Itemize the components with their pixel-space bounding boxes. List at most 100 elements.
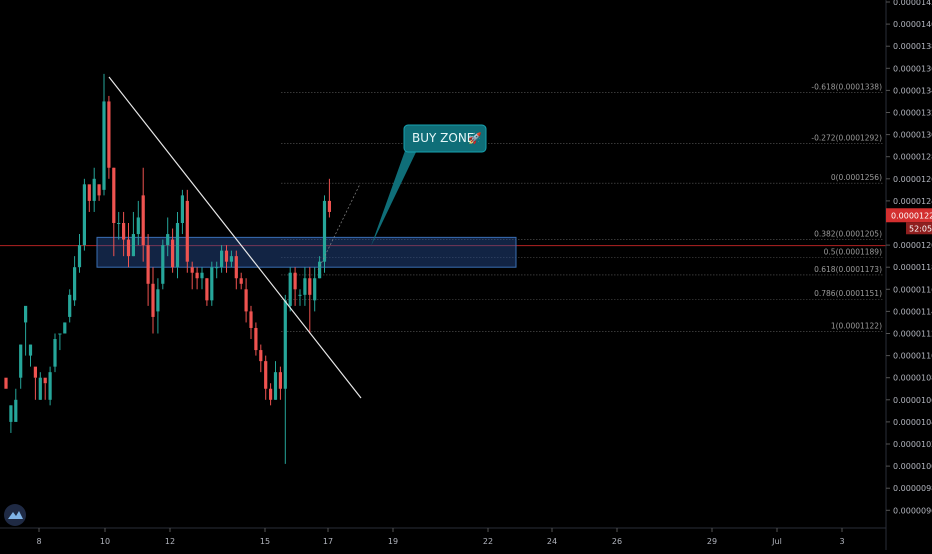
- annotation-layer[interactable]: BUY ZONE 🚀: [371, 124, 487, 246]
- candle-body: [92, 178, 96, 201]
- candle-body: [195, 272, 199, 279]
- fib-level-label: 0.786(0.0001151): [814, 289, 882, 298]
- current-price-label: 0.00001227: [891, 211, 932, 220]
- time-tick-label: 19: [388, 537, 398, 546]
- candle-body: [122, 223, 126, 240]
- fib-level-label: 1(0.0001122): [831, 321, 882, 330]
- price-tick-label: 0.00001180: [893, 263, 932, 272]
- price-tick-label: 0.00001140: [893, 307, 932, 316]
- candle-body: [283, 300, 287, 389]
- time-axis[interactable]: 8 10 12 15 17 19 22 24 26 29 Jul 3: [0, 527, 886, 546]
- candle-body: [180, 195, 184, 223]
- price-tick-label: 0.00001020: [893, 440, 932, 449]
- time-tick-label: 26: [612, 537, 622, 546]
- candle-body: [4, 377, 8, 389]
- time-tick-label: Jul: [771, 537, 782, 546]
- candle-body: [97, 184, 101, 196]
- candle-body: [68, 294, 72, 317]
- candle-body: [38, 377, 42, 400]
- countdown-label: 52:05: [909, 224, 932, 233]
- candle-body: [28, 344, 33, 356]
- candle-body: [166, 234, 170, 246]
- candle-body: [200, 272, 204, 279]
- time-tick-label: 10: [100, 537, 110, 546]
- buy-zone-layer: [96, 236, 517, 268]
- candle-body: [205, 278, 209, 301]
- candle-body: [24, 305, 28, 323]
- candle-body: [73, 267, 77, 301]
- candle-body: [107, 101, 111, 168]
- fib-level-label: -0.618(0.0001338): [811, 83, 882, 92]
- price-tick-label: 0.00001160: [893, 285, 932, 294]
- candle-body: [77, 245, 82, 268]
- candle-body: [82, 184, 86, 246]
- price-tick-label: 0.00001200: [893, 241, 932, 250]
- fib-level-label: 0(0.0001256): [831, 173, 882, 182]
- time-tick-label: 24: [547, 537, 557, 546]
- time-tick-label: 29: [707, 537, 717, 546]
- tradingview-logo[interactable]: [4, 504, 26, 526]
- candle-body: [264, 361, 268, 389]
- price-tick-label: 0.00001420: [893, 0, 932, 7]
- candle-body: [229, 256, 233, 262]
- candle-body: [19, 344, 23, 378]
- fib-level-label: 0.618(0.0001173): [814, 265, 882, 274]
- candle-body: [63, 322, 67, 334]
- price-axis[interactable]: 0.00001420 0.00001400 0.00001380 0.00001360…: [885, 0, 932, 550]
- price-tick-label: 0.00001120: [893, 330, 932, 339]
- candle-body: [322, 200, 327, 262]
- buy-zone-rect: [96, 236, 517, 268]
- candle-body: [234, 256, 238, 279]
- candle-body: [313, 278, 317, 301]
- candle-body: [48, 372, 52, 400]
- price-tick-label: 0.00000980: [893, 484, 932, 493]
- candles-layer: [4, 73, 331, 464]
- current-price-badge: [886, 208, 932, 223]
- price-tick-label: 0.00001000: [893, 462, 932, 471]
- candle-body: [156, 289, 160, 312]
- price-tick-label: 0.00001400: [893, 20, 932, 29]
- candle-body: [151, 283, 155, 317]
- price-tick-label: 0.00001100: [893, 352, 932, 361]
- price-tick-label: 0.00001300: [893, 131, 932, 140]
- buy-zone-label: BUY ZONE: [412, 131, 474, 145]
- price-tick-label: 0.00001040: [893, 418, 932, 427]
- price-tick-label: 0.00001320: [893, 109, 932, 118]
- time-tick-label: 22: [483, 537, 493, 546]
- candle-body: [171, 239, 175, 268]
- candle-body: [190, 267, 194, 273]
- candle-body: [131, 234, 135, 257]
- candle-body: [146, 245, 150, 284]
- price-tick-label: 0.00001380: [893, 42, 932, 51]
- candle-body: [239, 278, 243, 284]
- price-tick-label: 0.00001060: [893, 396, 932, 405]
- fibonacci-layer: -0.618(0.0001338) -0.272(0.0001292) 0(0.00…: [281, 83, 883, 332]
- candle-body: [136, 217, 140, 235]
- buy-zone-callout[interactable]: [403, 124, 487, 153]
- candle-body: [278, 372, 282, 389]
- candle-body: [269, 388, 273, 400]
- price-tick-label: 0.00001360: [893, 64, 932, 73]
- candle-body: [224, 250, 229, 262]
- candle-body: [273, 372, 278, 400]
- time-tick-label: 3: [839, 537, 844, 546]
- fib-level-label: 0.382(0.0001205): [814, 230, 882, 239]
- candle-body: [259, 350, 263, 362]
- candle-body: [58, 333, 62, 335]
- candle-body: [215, 267, 219, 269]
- candle-body: [244, 289, 248, 312]
- trendline-layer: [108, 76, 362, 399]
- price-tick-label: 0.00001340: [893, 86, 932, 95]
- price-tick-label: 0.00000960: [893, 506, 932, 515]
- candle-body: [9, 405, 13, 422]
- callout-pointer: [371, 148, 418, 246]
- candle-body: [318, 261, 322, 279]
- candle-body: [210, 267, 214, 301]
- candle-body: [220, 250, 224, 268]
- rocket-icon: 🚀: [468, 132, 482, 145]
- candle-body: [53, 339, 57, 367]
- candle-body: [298, 294, 302, 296]
- candle-body: [175, 223, 180, 268]
